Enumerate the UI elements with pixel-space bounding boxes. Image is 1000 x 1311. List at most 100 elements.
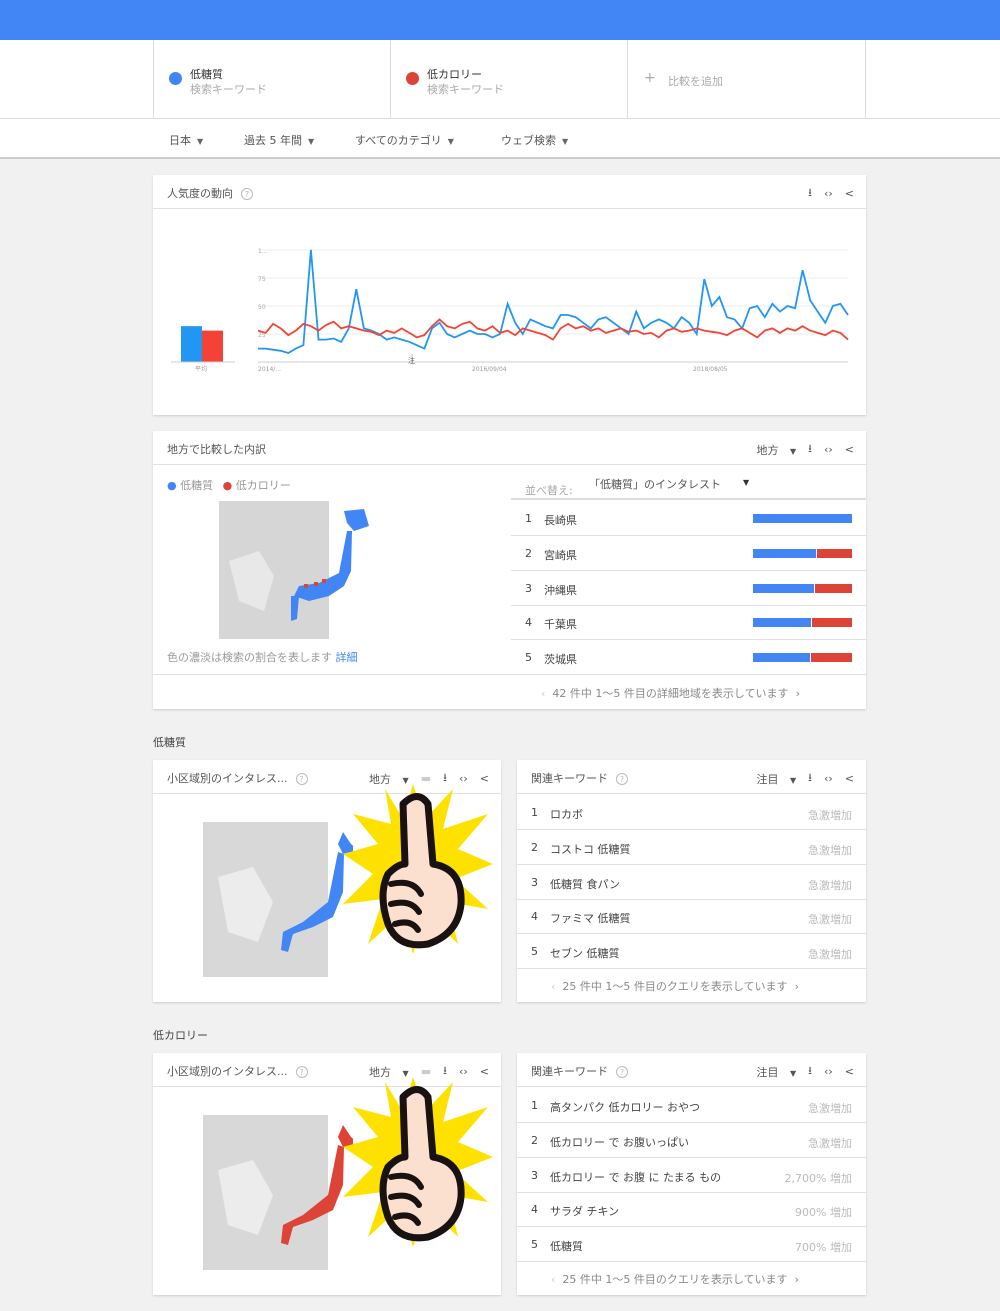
caret-down-icon: ▼ — [308, 137, 315, 146]
series-dot-red — [406, 72, 419, 85]
japan-map[interactable] — [203, 1115, 353, 1270]
caret-down-icon: ▼ — [447, 137, 454, 146]
card-title: 関連キーワード? — [531, 1063, 628, 1079]
trend-chart: 1... 75 50 25 2014/... 2016/09/04 2018/08/05 注平… — [171, 248, 849, 373]
download-icon[interactable]: ⭳ — [808, 186, 812, 199]
series-line-blue — [258, 249, 849, 354]
embed-icon[interactable]: ‹› — [458, 772, 468, 785]
related-query-row[interactable]: 3 低糖質 食パン 急激増加 — [517, 865, 866, 900]
geo-select[interactable]: 地方 ▼ — [756, 442, 796, 458]
help-icon[interactable]: ? — [295, 773, 308, 785]
related-type-select[interactable]: 注目 ▼ — [756, 771, 796, 787]
share-bar-red — [812, 618, 852, 628]
sort-select[interactable]: 並べ替え: 「低糖質」のインタレスト ▼ — [511, 466, 866, 500]
next-page-icon[interactable]: › — [794, 1273, 799, 1286]
caret-down-icon: ▼ — [789, 775, 797, 785]
prev-page-icon[interactable]: ‹ — [551, 1273, 556, 1286]
related-type-select[interactable]: 注目 ▼ — [756, 1064, 796, 1080]
related-query-row[interactable]: 1 高タンパク 低カロリー おやつ 急激増加 — [517, 1088, 866, 1123]
keyword-card-2[interactable]: 低カロリー 検索キーワード — [390, 40, 627, 118]
geo-select-label: 地方 — [369, 1065, 392, 1079]
caret-down-icon: ▼ — [789, 1068, 797, 1078]
region-row[interactable]: 4 千葉県 — [511, 605, 866, 641]
help-icon[interactable]: ? — [616, 773, 628, 785]
region-row[interactable]: 2 宮崎県 — [511, 536, 866, 571]
share-bar-red — [817, 548, 852, 558]
download-icon[interactable]: ⭳ — [808, 771, 812, 784]
keyword-card-1[interactable]: 低糖質 検索キーワード — [153, 40, 390, 118]
prev-page-icon[interactable]: ‹ — [551, 980, 556, 993]
sort-value: 「低糖質」のインタレスト — [589, 478, 721, 491]
thumbs-up-illustration — [343, 1077, 493, 1247]
card-title: 小区域別のインタレス...? — [167, 1063, 308, 1079]
share-icon[interactable]: < — [479, 1065, 489, 1078]
row-name: 宮崎県 — [544, 548, 577, 562]
select-label: 注目 — [756, 772, 779, 786]
caret-down-icon: ▼ — [743, 478, 750, 487]
region-row[interactable]: 1 長崎県 — [511, 501, 866, 536]
embed-icon[interactable]: ‹› — [458, 1065, 468, 1078]
filter-category[interactable]: すべてのカテゴリ ▼ — [355, 132, 454, 148]
share-icon[interactable]: < — [844, 187, 854, 200]
related-query-row[interactable]: 5 セブン 低糖質 急激増加 — [517, 934, 866, 970]
region-row[interactable]: 5 茨城県 — [511, 640, 866, 676]
share-icon[interactable]: < — [479, 772, 489, 785]
query-text: 低糖質 食パン — [550, 877, 621, 891]
sort-label: 並べ替え: — [525, 484, 573, 497]
add-compare-button[interactable]: + 比較を追加 — [627, 40, 866, 118]
details-link[interactable]: 詳細 — [335, 651, 358, 664]
geo-select[interactable]: 地方 ▼ — [369, 771, 409, 787]
query-pager: ‹ 25 件中 1～5 件目のクエリを表示しています › — [551, 1271, 799, 1287]
japan-map[interactable] — [203, 822, 353, 977]
legend-label: 低カロリー — [235, 479, 291, 492]
share-bar-blue — [753, 583, 815, 593]
region-list: 1 長崎県 2 宮崎県 3 沖縄県 4 千葉県 5 茨城県 — [511, 501, 866, 676]
japan-map[interactable] — [219, 501, 399, 639]
next-page-icon[interactable]: › — [795, 687, 800, 700]
download-icon[interactable]: ⭳ — [443, 1064, 447, 1077]
filter-time[interactable]: 過去 5 年間 ▼ — [244, 132, 314, 148]
prev-page-icon[interactable]: ‹ — [541, 687, 546, 700]
related-query-row[interactable]: 1 ロカボ 急激増加 — [517, 795, 866, 830]
geo-select-label: 地方 — [756, 443, 779, 457]
next-page-icon[interactable]: › — [794, 980, 799, 993]
related-query-row[interactable]: 4 サラダ チキン 900% 増加 — [517, 1192, 866, 1228]
embed-icon[interactable]: ‹› — [823, 772, 833, 785]
card-title: 関連キーワード? — [531, 770, 628, 786]
query-pager: ‹ 25 件中 1～5 件目のクエリを表示しています › — [551, 978, 799, 994]
region-pager: ‹ 42 件中 1～5 件目の詳細地域を表示しています › — [541, 685, 800, 701]
related-query-row[interactable]: 3 低カロリー で お腹 に たまる もの 2,700% 増加 — [517, 1158, 866, 1193]
geo-select[interactable]: 地方 ▼ — [369, 1064, 409, 1080]
help-icon[interactable]: ? — [616, 1066, 628, 1078]
filter-search-type[interactable]: ウェブ検索 ▼ — [501, 132, 568, 148]
help-icon[interactable]: ? — [295, 1066, 308, 1078]
row-name: 長崎県 — [544, 514, 577, 527]
related-query-row[interactable]: 2 低カロリー で お腹いっぱい 急激増加 — [517, 1123, 866, 1158]
query-growth: 2,700% 増加 — [784, 1171, 852, 1185]
query-text: 低糖質 — [550, 1240, 583, 1254]
keyword-name: 低糖質 — [190, 68, 223, 81]
download-icon[interactable]: ⭳ — [443, 771, 447, 784]
row-rank: 5 — [525, 651, 532, 665]
download-icon[interactable]: ⭳ — [808, 1064, 812, 1077]
share-icon[interactable]: < — [844, 1065, 854, 1078]
section-label: 低カロリー — [153, 1029, 208, 1042]
share-icon[interactable]: < — [844, 443, 854, 456]
list-view-icon[interactable]: ▬ — [420, 772, 432, 785]
embed-icon[interactable]: ‹› — [823, 1065, 833, 1078]
embed-icon[interactable]: ‹› — [823, 187, 833, 200]
help-icon[interactable]: ? — [241, 188, 253, 200]
related-query-row[interactable]: 2 コストコ 低糖質 急激増加 — [517, 830, 866, 865]
x-tick-label: 2016/09/04 — [472, 366, 507, 373]
average-label: 平均 — [195, 365, 207, 373]
related-query-row[interactable]: 4 ファミマ 低糖質 急激増加 — [517, 899, 866, 935]
list-view-icon[interactable]: ▬ — [420, 1065, 432, 1078]
filter-geo[interactable]: 日本 ▼ — [169, 132, 203, 148]
share-icon[interactable]: < — [844, 772, 854, 785]
embed-icon[interactable]: ‹› — [823, 443, 833, 456]
region-row[interactable]: 3 沖縄県 — [511, 571, 866, 606]
related-query-row[interactable]: 5 低糖質 700% 増加 — [517, 1227, 866, 1263]
download-icon[interactable]: ⭳ — [808, 442, 812, 455]
query-growth: 急激増加 — [808, 809, 852, 822]
plus-icon: + — [644, 70, 656, 86]
